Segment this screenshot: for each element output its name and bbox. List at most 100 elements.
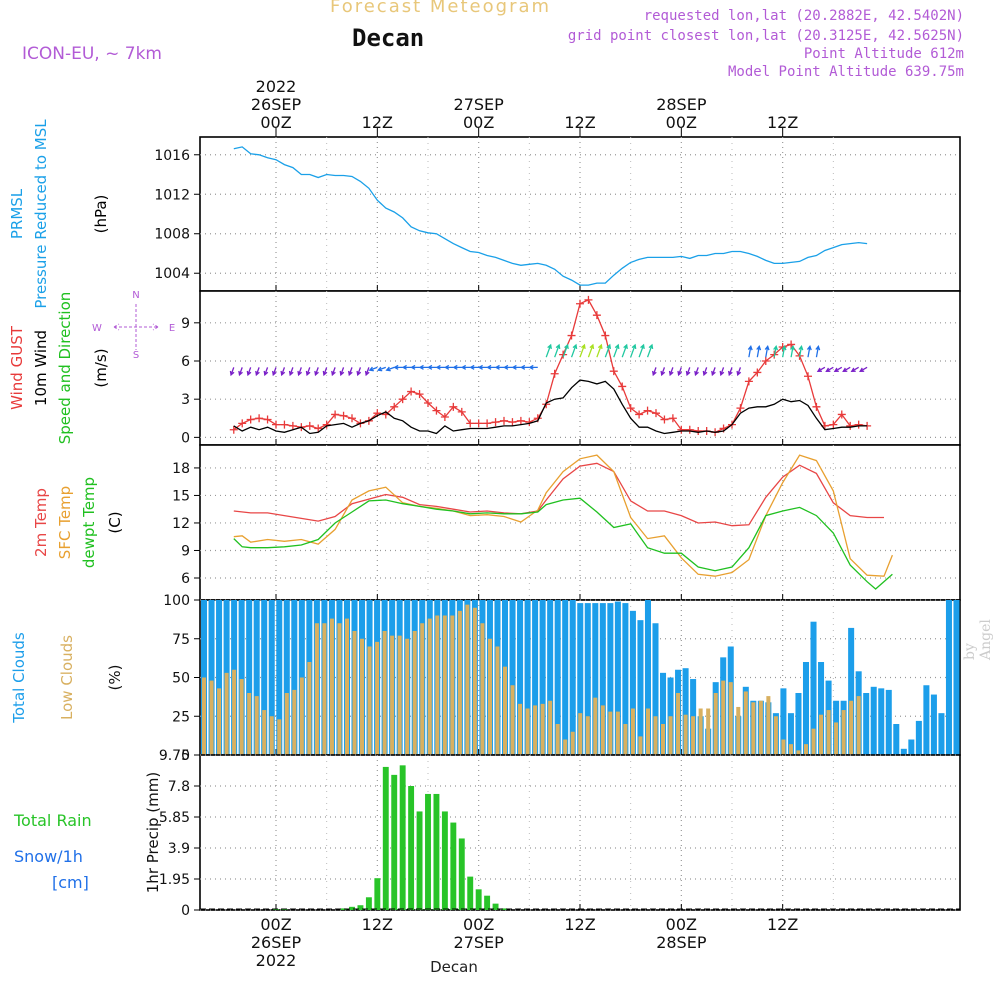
rain-bar xyxy=(273,909,279,910)
ylabel-pressure-2: (hPa) xyxy=(92,195,110,234)
top-axis-label: 00Z xyxy=(260,113,291,132)
panel-temp xyxy=(194,444,961,601)
wind-arrow xyxy=(314,367,319,377)
gust-marker xyxy=(601,331,610,340)
wind-arrow xyxy=(579,343,586,358)
wind-arrow xyxy=(511,364,521,370)
gust-marker xyxy=(474,419,483,428)
low-cloud-bar xyxy=(615,711,620,755)
gust-marker xyxy=(576,299,584,308)
wind-arrow xyxy=(263,367,269,377)
ytick-label-clouds: 75 xyxy=(172,632,190,648)
gust-marker xyxy=(280,420,289,429)
total-cloud-bar xyxy=(509,600,516,755)
wind-arrow xyxy=(668,367,674,377)
ytick-label-rain: 1.95 xyxy=(159,872,190,888)
wind-arrow xyxy=(503,364,513,370)
gust-marker xyxy=(854,420,863,429)
gust-marker xyxy=(339,411,348,420)
wind-arrow xyxy=(604,343,612,358)
gust-marker xyxy=(592,311,601,320)
wind-arrow xyxy=(385,366,395,372)
low-cloud-bar xyxy=(344,618,349,755)
low-cloud-bar xyxy=(397,635,402,755)
wind-arrow xyxy=(519,364,530,370)
total-cloud-bar xyxy=(208,600,215,755)
low-cloud-bar xyxy=(525,708,530,755)
gust-marker xyxy=(424,399,432,407)
rain-bar xyxy=(501,908,507,910)
ytick-label-pressure: 1008 xyxy=(154,227,190,243)
wind-arrow xyxy=(660,367,666,377)
low-cloud-bar xyxy=(480,623,485,755)
wind-arrow xyxy=(272,367,277,377)
low-cloud-bar xyxy=(773,716,778,755)
wind-arrow xyxy=(685,367,691,377)
ytick-label-clouds: 25 xyxy=(172,709,190,725)
total-cloud-bar xyxy=(607,603,614,755)
gust-marker xyxy=(744,377,753,386)
low-cloud-bar xyxy=(585,716,590,755)
total-cloud-bar xyxy=(795,693,802,755)
low-cloud-bar xyxy=(412,631,417,755)
gust-marker xyxy=(736,404,745,413)
requested-coords: requested lon,lat (20.2882E, 42.5402N) xyxy=(643,8,964,24)
bottom-axis-date: 27SEP xyxy=(454,933,505,952)
wind-arrow xyxy=(486,364,496,370)
low-cloud-bar xyxy=(360,638,365,755)
low-cloud-bar xyxy=(608,711,613,755)
gust-marker xyxy=(314,424,323,433)
wind-arrow xyxy=(773,345,779,358)
wind-arrow xyxy=(368,366,378,372)
ylabel-temp-1: SFC Temp xyxy=(56,486,74,559)
top-axis-date: 28SEP xyxy=(656,95,707,114)
ytick-label-wind: 9 xyxy=(181,316,190,332)
ytick-label-rain: 0 xyxy=(181,903,190,919)
ylabel-low-clouds: Low Clouds xyxy=(58,635,76,720)
low-cloud-bar xyxy=(352,631,357,755)
gust-marker xyxy=(238,419,247,428)
rain-bar xyxy=(492,903,499,910)
total-cloud-bar xyxy=(953,600,960,755)
gust-marker xyxy=(609,367,618,376)
low-cloud-bar xyxy=(232,669,237,755)
low-cloud-bar xyxy=(435,615,440,755)
top-axis-label: 00Z xyxy=(463,113,494,132)
low-cloud-bar xyxy=(405,638,410,755)
total-cloud-bar xyxy=(652,623,659,755)
low-cloud-bar xyxy=(600,705,605,755)
ylabel-wind-1: 10m Wind xyxy=(32,330,50,406)
gust-marker xyxy=(618,382,627,391)
gust-marker xyxy=(432,406,441,415)
ytick-label-temp: 6 xyxy=(181,571,190,587)
gust-marker xyxy=(753,368,762,377)
wind-arrow xyxy=(562,343,569,358)
low-cloud-bar xyxy=(217,688,222,755)
ylabel-temp-2: dewpt Temp xyxy=(80,477,98,568)
wind-arrow xyxy=(348,367,353,377)
total-cloud-bar xyxy=(253,600,260,755)
total-cloud-bar xyxy=(945,600,952,755)
low-cloud-bar xyxy=(849,700,854,755)
rain-bar xyxy=(340,908,347,910)
total-cloud-bar xyxy=(629,610,636,755)
ytick-label-rain: 3.9 xyxy=(168,841,190,857)
compass-n: N xyxy=(132,290,139,301)
gust-marker xyxy=(567,331,576,340)
panel-clouds xyxy=(194,599,961,756)
ytick-label-pressure: 1012 xyxy=(154,187,190,203)
total-cloud-bar xyxy=(870,686,877,755)
wind-arrow xyxy=(477,364,488,370)
wind-arrow xyxy=(764,345,770,358)
ytick-label-wind: 6 xyxy=(181,354,190,370)
bottom-axis-date: 28SEP xyxy=(656,933,707,952)
total-cloud-bar xyxy=(878,688,885,755)
low-cloud-bar xyxy=(713,693,718,755)
chart-title: Forecast Meteogram xyxy=(330,0,552,17)
low-cloud-bar xyxy=(743,691,748,755)
gust-marker xyxy=(246,415,255,424)
wind-arrow xyxy=(613,343,620,358)
total-cloud-bar xyxy=(569,600,576,755)
total-cloud-bar xyxy=(246,600,253,755)
low-cloud-bar xyxy=(578,713,583,755)
